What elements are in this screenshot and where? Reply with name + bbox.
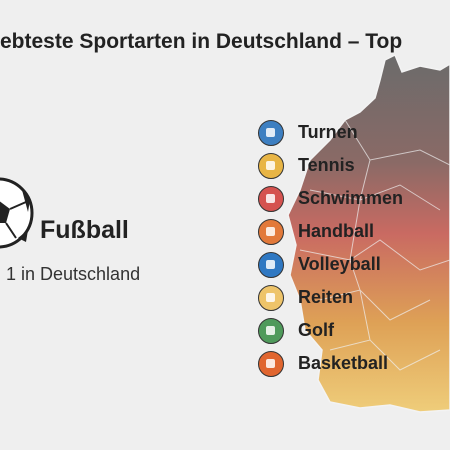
feature-rank: 1 in Deutschland [6,264,141,284]
sport-label: Reiten [298,287,354,307]
sport-row: Schwimmen [258,182,403,215]
sport-label: Volleyball [298,254,381,274]
sport-label: Basketball [298,353,389,373]
sport-row: Turnen [258,116,403,149]
sport-label: Schwimmen [298,188,404,208]
title: ebteste Sportarten in Deutschland – Top [0,30,403,53]
sport-icon [258,350,284,377]
sport-icon [258,284,284,311]
feature-name: Fußball [40,216,129,244]
sport-icon [258,152,284,179]
soccer-ball [0,177,34,249]
sport-icon [258,218,284,245]
sport-row: Basketball [258,347,403,380]
sport-label: Turnen [298,122,358,142]
sport-icon [258,251,284,278]
sport-row: Tennis [258,149,403,182]
sport-icon [258,119,284,146]
state-borders [299,119,450,371]
germany-map [287,53,450,413]
sport-label: Golf [298,320,334,340]
sport-row: Golf [258,314,403,347]
sport-icon [258,317,284,344]
sport-row: Volleyball [258,248,403,281]
sport-row: Reiten [258,281,403,314]
sport-label: Handball [298,221,375,241]
sport-row: Handball [258,215,403,248]
sport-list: Turnen Tennis Schwimmen Handball Volleyball R… [258,116,403,380]
sport-icon [258,185,284,212]
sport-label: Tennis [298,155,355,175]
